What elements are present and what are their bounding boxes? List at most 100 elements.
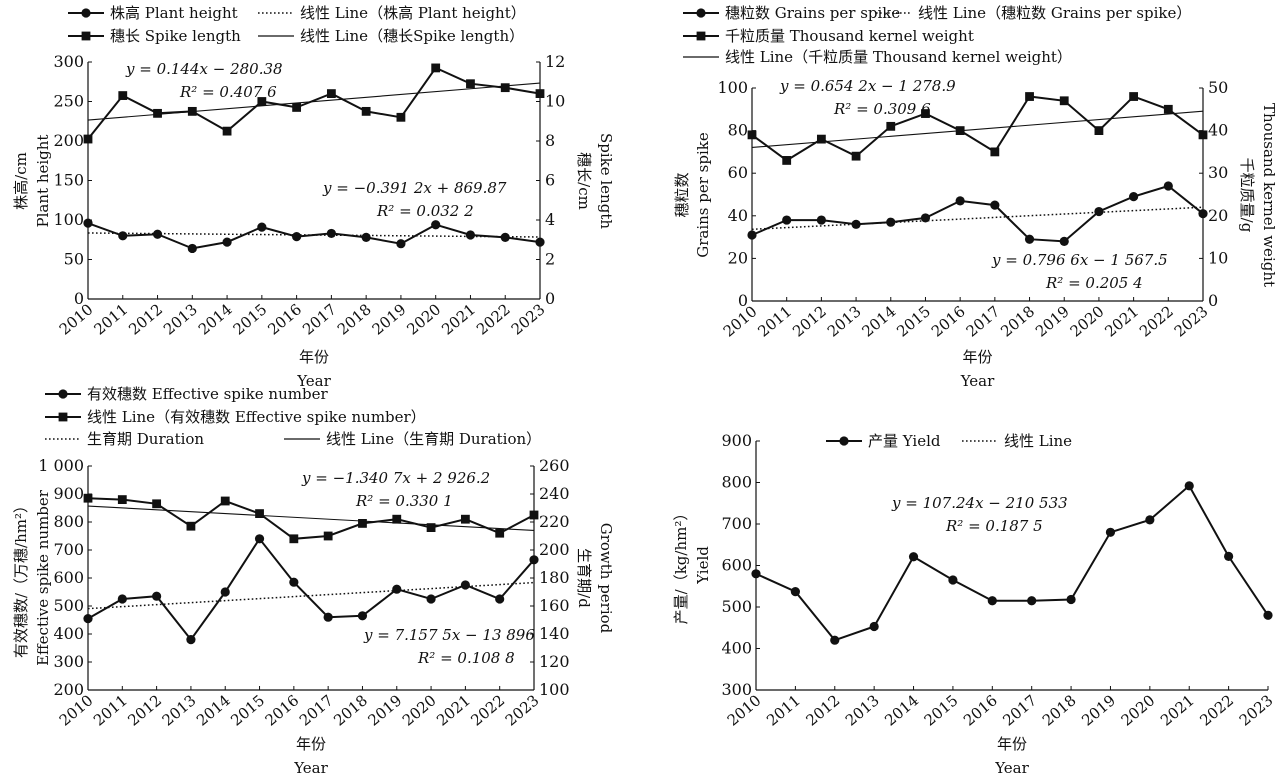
x-tick-label: 2019 — [1032, 302, 1073, 340]
x-tick-label: 2023 — [508, 300, 549, 338]
y-axis-left-title: Grains per spike — [694, 132, 712, 258]
x-tick-label: 2016 — [264, 300, 305, 338]
trend-r2: R² = 0.330 1 — [355, 492, 453, 510]
data-point-circle — [220, 587, 230, 597]
x-tick-label: 2022 — [473, 300, 514, 338]
data-point-square — [466, 79, 475, 89]
x-axis-title-cn: 年份 — [296, 735, 326, 753]
data-point-circle — [1059, 236, 1069, 246]
data-point-circle — [1105, 527, 1116, 537]
y-tick-left-label: 200 — [53, 131, 84, 150]
chart-panel-3: 200 300 400 500 600 700 800 900 1 000 100 120 140 16… — [12, 385, 615, 777]
data-point-square — [1059, 96, 1069, 106]
y-tick-right-label: 200 — [539, 540, 570, 559]
x-tick-label: 2021 — [1101, 302, 1142, 340]
data-point-square — [431, 63, 441, 73]
data-point-square — [500, 83, 510, 93]
y-axis-left-title: Yield — [694, 546, 712, 585]
y-tick-left-label: 0 — [74, 289, 84, 308]
data-point-circle — [500, 232, 510, 242]
trend-r2: R² = 0.407 6 — [179, 83, 277, 101]
data-point-circle — [118, 231, 128, 241]
data-point-circle — [186, 635, 196, 645]
x-tick-label: 2016 — [262, 691, 303, 729]
x-axis-title-en: Year — [960, 372, 995, 390]
y-tick-right-label: 140 — [539, 624, 570, 643]
trend-r2: R² = 0.108 8 — [417, 649, 515, 667]
legend-entry-label: 线性 Line（穗粒数 Grains per spike） — [918, 4, 1191, 22]
x-tick-label: 2020 — [399, 691, 440, 729]
x-tick-label: 2013 — [159, 691, 200, 729]
legend-entry-label: 产量 Yield — [868, 432, 941, 450]
data-point-square — [152, 499, 162, 509]
data-point-square — [535, 89, 545, 98]
data-point-circle — [495, 594, 505, 604]
y-tick-right-label: 0 — [1208, 291, 1218, 310]
x-tick-label: 2016 — [960, 691, 1001, 729]
trend-equation: y = 107.24x − 210 533 — [891, 494, 1068, 512]
data-point-circle — [396, 239, 406, 249]
data-point-square — [257, 97, 267, 106]
y-tick-left-label: 300 — [53, 652, 84, 671]
x-tick-label: 2019 — [1078, 691, 1119, 729]
y-tick-left-label: 500 — [53, 596, 84, 615]
x-tick-label: 2014 — [195, 300, 236, 338]
y-tick-right-label: 120 — [539, 652, 570, 671]
x-tick-label: 2017 — [963, 302, 1004, 340]
x-tick-label: 2020 — [1067, 302, 1108, 340]
trend-r2: R² = 0.032 2 — [376, 202, 474, 220]
data-point-square — [886, 121, 896, 131]
series-line-2 — [87, 66, 541, 140]
chart-panel-4: 3004005006007008009002010201120122013201… — [672, 431, 1277, 777]
x-tick-label: 2020 — [1118, 691, 1159, 729]
series-line-1 — [755, 484, 1269, 642]
trend-r2: R² = 0.205 4 — [1045, 274, 1143, 292]
data-point-circle — [782, 215, 792, 225]
x-tick-label: 2015 — [230, 300, 271, 338]
x-tick-label: 2022 — [467, 691, 508, 729]
x-tick-label: 2017 — [296, 691, 337, 729]
y-tick-right-label: 180 — [539, 568, 570, 587]
x-tick-label: 2019 — [369, 300, 410, 338]
data-point-circle — [1145, 515, 1155, 525]
x-tick-label: 2016 — [928, 302, 969, 340]
series-line-2 — [751, 95, 1204, 162]
x-tick-label: 2012 — [125, 300, 166, 338]
data-point-circle — [357, 611, 368, 621]
y-tick-left-label: 50 — [64, 250, 84, 269]
legend-entry-label: 千粒质量 Thousand kernel weight — [725, 27, 974, 45]
legend-entry-label: 穗长 Spike length — [110, 27, 241, 45]
y-axis-right-title: 生育期/d — [575, 548, 593, 608]
data-point-square — [187, 106, 197, 116]
y-tick-right-label: 10 — [545, 92, 565, 111]
data-point-square — [782, 156, 792, 165]
data-point-circle — [152, 591, 162, 601]
data-point-circle — [920, 213, 931, 223]
data-point-square — [990, 147, 1000, 157]
x-tick-label: 2013 — [824, 302, 865, 340]
data-point-circle — [869, 621, 879, 632]
legend-entry-label: 线性 Line（株高 Plant height） — [300, 4, 526, 22]
trend-equation: y = 0.144x − 280.38 — [125, 60, 283, 78]
data-point-circle — [289, 577, 299, 587]
data-point-circle — [851, 219, 861, 229]
data-point-circle — [152, 229, 163, 239]
x-tick-label: 2023 — [1236, 691, 1277, 729]
legend-entry-label: 穗粒数 Grains per spike — [725, 4, 900, 22]
data-point-circle — [187, 243, 197, 254]
trend-equation: y = 0.796 6x − 1 567.5 — [991, 251, 1168, 269]
data-point-circle — [948, 575, 958, 585]
y-tick-left-label: 800 — [721, 473, 752, 492]
x-tick-label: 2017 — [999, 691, 1040, 729]
data-point-circle — [83, 614, 93, 624]
data-point-square — [495, 528, 505, 538]
y-tick-right-label: 20 — [1208, 206, 1228, 225]
data-point-circle — [222, 237, 232, 247]
legend-entry-label: 线性 Line（穗长Spike length） — [300, 27, 524, 45]
x-tick-label: 2021 — [438, 300, 479, 338]
legend-entry-label: 线性 Line（有效穗数 Effective spike number） — [87, 408, 426, 426]
y-tick-left-label: 20 — [728, 248, 748, 267]
trend-r2: R² = 0.187 5 — [945, 517, 1043, 535]
data-point-square — [289, 534, 299, 544]
x-tick-label: 2011 — [90, 691, 131, 729]
